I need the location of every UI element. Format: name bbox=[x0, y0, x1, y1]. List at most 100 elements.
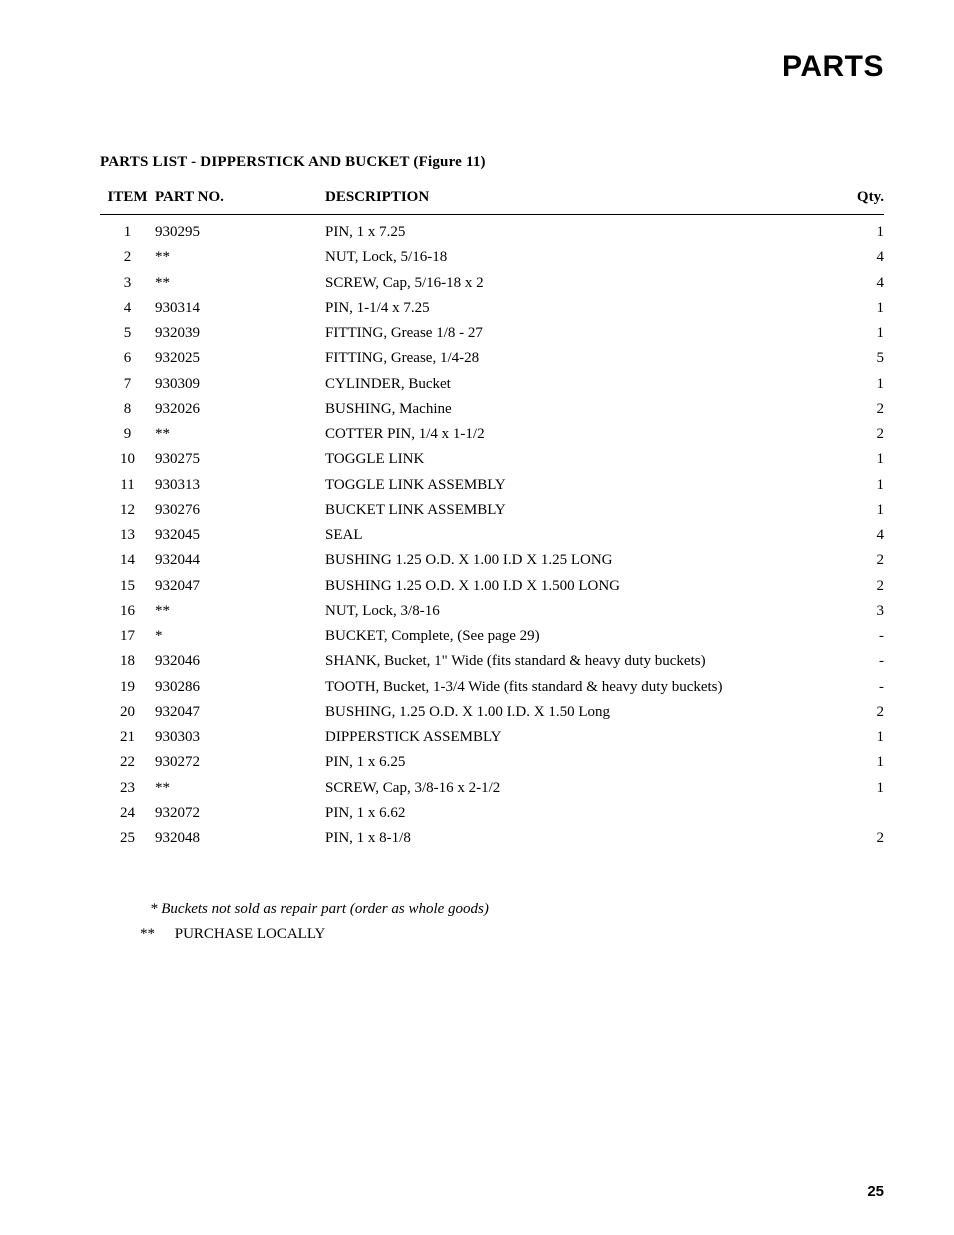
cell-qty: 1 bbox=[834, 472, 884, 497]
cell-partno: 930303 bbox=[155, 725, 325, 750]
cell-partno: 932026 bbox=[155, 396, 325, 421]
cell-partno: ** bbox=[155, 245, 325, 270]
cell-item: 17 bbox=[100, 624, 155, 649]
table-row: 19930286TOOTH, Bucket, 1-3/4 Wide (fits … bbox=[100, 674, 884, 699]
cell-partno: 930276 bbox=[155, 497, 325, 522]
cell-desc: TOGGLE LINK bbox=[325, 447, 834, 472]
cell-item: 18 bbox=[100, 649, 155, 674]
cell-item: 21 bbox=[100, 725, 155, 750]
cell-partno: ** bbox=[155, 775, 325, 800]
table-row: 23**SCREW, Cap, 3/8-16 x 2-1/21 bbox=[100, 775, 884, 800]
cell-desc: BUSHING 1.25 O.D. X 1.00 I.D X 1.25 LONG bbox=[325, 548, 834, 573]
cell-qty: 2 bbox=[834, 396, 884, 421]
col-header-qty: Qty. bbox=[834, 185, 884, 215]
cell-desc: PIN, 1-1/4 x 7.25 bbox=[325, 295, 834, 320]
table-row: 25932048PIN, 1 x 8-1/82 bbox=[100, 826, 884, 851]
table-row: 24932072PIN, 1 x 6.62 bbox=[100, 800, 884, 825]
table-row: 1930295PIN, 1 x 7.251 bbox=[100, 215, 884, 245]
cell-item: 23 bbox=[100, 775, 155, 800]
cell-qty: 1 bbox=[834, 371, 884, 396]
cell-partno: 932072 bbox=[155, 800, 325, 825]
cell-qty: 4 bbox=[834, 523, 884, 548]
cell-desc: PIN, 1 x 6.25 bbox=[325, 750, 834, 775]
cell-desc: DIPPERSTICK ASSEMBLY bbox=[325, 725, 834, 750]
cell-partno: 932044 bbox=[155, 548, 325, 573]
col-header-partno: PART NO. bbox=[155, 185, 325, 215]
cell-partno: ** bbox=[155, 422, 325, 447]
cell-desc: NUT, Lock, 5/16-18 bbox=[325, 245, 834, 270]
table-row: 11930313TOGGLE LINK ASSEMBLY1 bbox=[100, 472, 884, 497]
cell-qty: 2 bbox=[834, 826, 884, 851]
parts-table: ITEM PART NO. DESCRIPTION Qty. 1930295PI… bbox=[100, 185, 884, 851]
footnote-2-mark: ** bbox=[140, 926, 155, 942]
cell-item: 1 bbox=[100, 215, 155, 245]
cell-qty: 1 bbox=[834, 497, 884, 522]
cell-qty: - bbox=[834, 674, 884, 699]
cell-qty: 1 bbox=[834, 447, 884, 472]
cell-item: 8 bbox=[100, 396, 155, 421]
table-row: 13932045SEAL4 bbox=[100, 523, 884, 548]
cell-qty: 2 bbox=[834, 699, 884, 724]
cell-item: 15 bbox=[100, 573, 155, 598]
cell-qty: - bbox=[834, 649, 884, 674]
table-row: 5932039FITTING, Grease 1/8 - 271 bbox=[100, 321, 884, 346]
table-row: 9**COTTER PIN, 1/4 x 1-1/22 bbox=[100, 422, 884, 447]
cell-partno: 930314 bbox=[155, 295, 325, 320]
cell-partno: 930272 bbox=[155, 750, 325, 775]
table-row: 7930309CYLINDER, Bucket1 bbox=[100, 371, 884, 396]
cell-item: 4 bbox=[100, 295, 155, 320]
footnote-2-text: PURCHASE LOCALLY bbox=[175, 926, 326, 942]
cell-item: 2 bbox=[100, 245, 155, 270]
page: PARTS PARTS LIST - DIPPERSTICK AND BUCKE… bbox=[0, 0, 954, 1235]
table-row: 18932046SHANK, Bucket, 1" Wide (fits sta… bbox=[100, 649, 884, 674]
cell-qty: 3 bbox=[834, 598, 884, 623]
cell-desc: SEAL bbox=[325, 523, 834, 548]
cell-qty: 1 bbox=[834, 215, 884, 245]
table-row: 12930276BUCKET LINK ASSEMBLY1 bbox=[100, 497, 884, 522]
cell-desc: PIN, 1 x 8-1/8 bbox=[325, 826, 834, 851]
cell-qty: 5 bbox=[834, 346, 884, 371]
cell-desc: PIN, 1 x 7.25 bbox=[325, 215, 834, 245]
cell-item: 7 bbox=[100, 371, 155, 396]
section-title: PARTS LIST - DIPPERSTICK AND BUCKET (Fig… bbox=[100, 154, 884, 171]
cell-item: 3 bbox=[100, 270, 155, 295]
page-number: 25 bbox=[867, 1183, 884, 1200]
footnotes: * Buckets not sold as repair part (order… bbox=[100, 901, 884, 943]
cell-item: 20 bbox=[100, 699, 155, 724]
cell-item: 19 bbox=[100, 674, 155, 699]
cell-desc: BUCKET LINK ASSEMBLY bbox=[325, 497, 834, 522]
table-row: 22930272PIN, 1 x 6.251 bbox=[100, 750, 884, 775]
table-row: 6932025FITTING, Grease, 1/4-285 bbox=[100, 346, 884, 371]
cell-desc: BUCKET, Complete, (See page 29) bbox=[325, 624, 834, 649]
table-row: 16**NUT, Lock, 3/8-163 bbox=[100, 598, 884, 623]
footnote-1-text: Buckets not sold as repair part (order a… bbox=[161, 901, 489, 917]
footnote-1: * Buckets not sold as repair part (order… bbox=[150, 901, 884, 918]
col-header-item: ITEM bbox=[100, 185, 155, 215]
cell-desc: SCREW, Cap, 3/8-16 x 2-1/2 bbox=[325, 775, 834, 800]
cell-partno: 932039 bbox=[155, 321, 325, 346]
col-header-desc: DESCRIPTION bbox=[325, 185, 834, 215]
table-header-row: ITEM PART NO. DESCRIPTION Qty. bbox=[100, 185, 884, 215]
cell-partno: ** bbox=[155, 270, 325, 295]
cell-item: 14 bbox=[100, 548, 155, 573]
cell-partno: 930286 bbox=[155, 674, 325, 699]
cell-desc: NUT, Lock, 3/8-16 bbox=[325, 598, 834, 623]
cell-partno: 930313 bbox=[155, 472, 325, 497]
cell-qty: 4 bbox=[834, 245, 884, 270]
cell-desc: FITTING, Grease 1/8 - 27 bbox=[325, 321, 834, 346]
cell-partno: 930295 bbox=[155, 215, 325, 245]
cell-qty: 1 bbox=[834, 750, 884, 775]
cell-item: 10 bbox=[100, 447, 155, 472]
cell-qty: 1 bbox=[834, 775, 884, 800]
cell-partno: 932045 bbox=[155, 523, 325, 548]
cell-item: 6 bbox=[100, 346, 155, 371]
cell-desc: BUSHING 1.25 O.D. X 1.00 I.D X 1.500 LON… bbox=[325, 573, 834, 598]
cell-item: 5 bbox=[100, 321, 155, 346]
footnote-1-mark: * bbox=[150, 901, 158, 917]
cell-partno: 932047 bbox=[155, 699, 325, 724]
cell-desc: SCREW, Cap, 5/16-18 x 2 bbox=[325, 270, 834, 295]
cell-partno: 930309 bbox=[155, 371, 325, 396]
cell-desc: TOGGLE LINK ASSEMBLY bbox=[325, 472, 834, 497]
cell-partno: 932025 bbox=[155, 346, 325, 371]
cell-partno: 930275 bbox=[155, 447, 325, 472]
